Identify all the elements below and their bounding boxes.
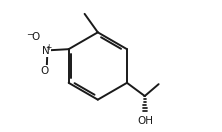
Text: +: +: [46, 43, 52, 52]
Text: OH: OH: [137, 116, 153, 126]
Text: O: O: [41, 66, 49, 76]
Text: −: −: [26, 30, 34, 39]
Text: $\mathregular{N}$: $\mathregular{N}$: [41, 44, 50, 56]
Text: O: O: [31, 32, 39, 42]
